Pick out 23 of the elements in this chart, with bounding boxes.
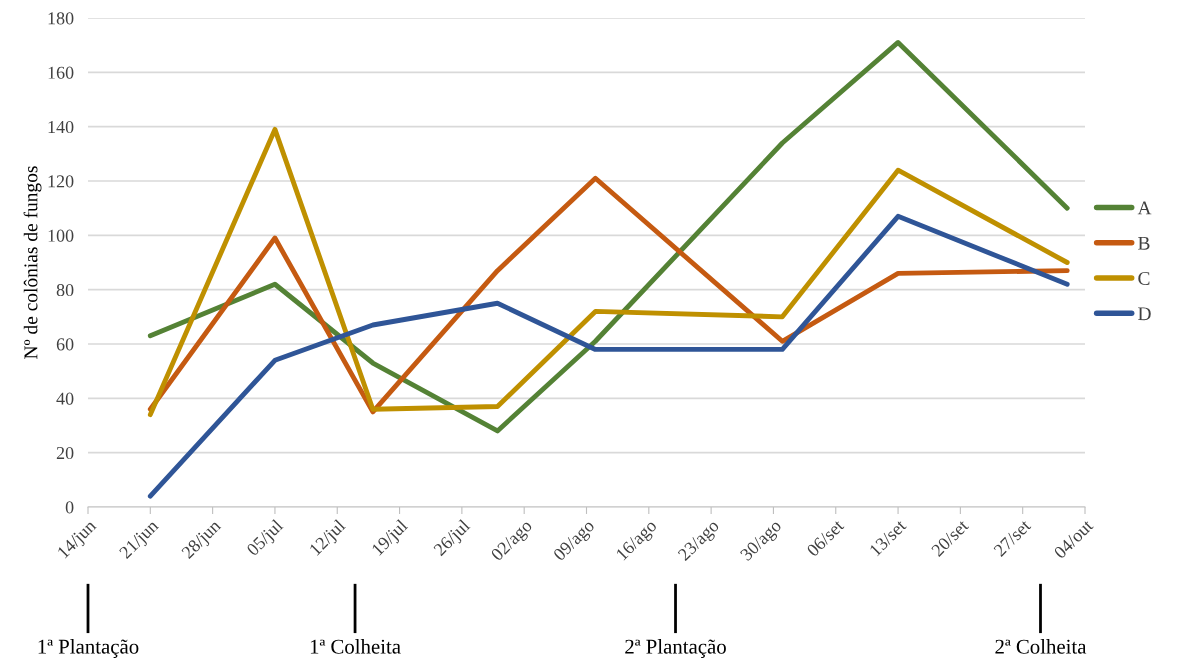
- ref-line-label: 1ª Plantação: [38, 639, 139, 658]
- line-series: [147, 213, 1070, 499]
- line-series: [147, 40, 1070, 434]
- y-tick-label: 180: [48, 12, 74, 25]
- legend-label: C: [1138, 271, 1150, 286]
- ref-line-label: 1ª Colheita: [310, 639, 401, 654]
- y-tick-label: 60: [56, 338, 74, 351]
- line-series: [147, 126, 1070, 418]
- y-axis-title: Nº de colônias de fungos: [23, 166, 42, 359]
- legend-label: D: [1138, 307, 1151, 321]
- legend-label: A: [1137, 201, 1152, 215]
- y-tick-label: 140: [48, 120, 74, 134]
- y-tick-label: 40: [56, 392, 74, 405]
- y-tick-label: 160: [48, 66, 74, 79]
- y-tick-label: 20: [56, 446, 74, 460]
- y-tick-label: 0: [65, 501, 74, 514]
- ref-line-label: 2ª Colheita: [995, 639, 1087, 654]
- line-series: [147, 175, 1070, 415]
- y-tick-label: 80: [56, 283, 74, 297]
- y-tick-label: 100: [48, 229, 74, 242]
- legend-label: B: [1138, 236, 1150, 250]
- y-tick-label: 120: [48, 175, 74, 188]
- ref-line-label: 2ª Plantação: [625, 639, 726, 658]
